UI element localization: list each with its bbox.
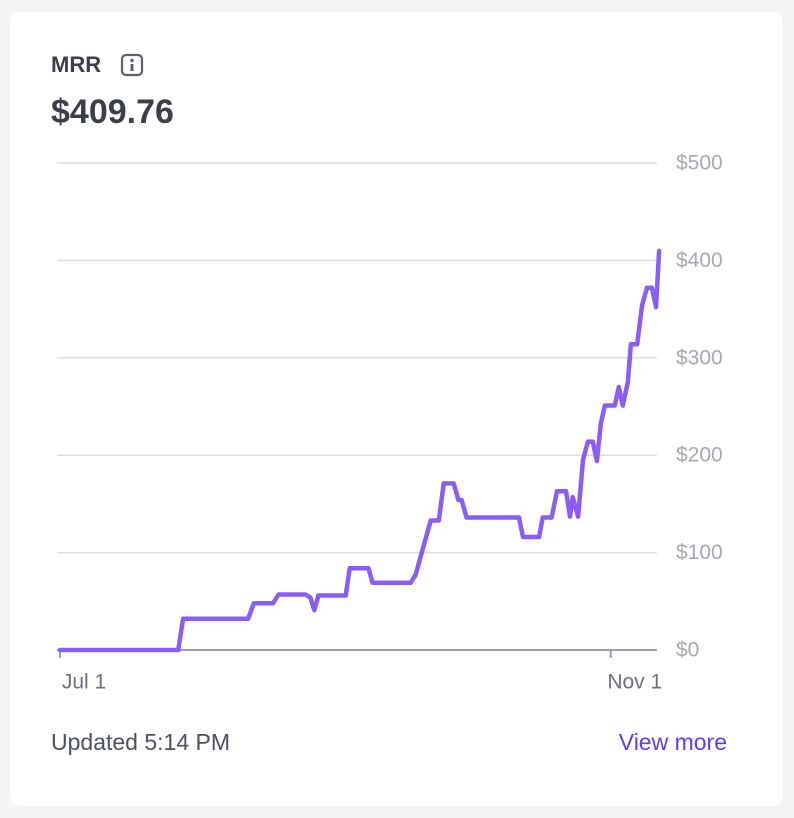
mrr-line: [57, 248, 662, 653]
x-tick-label: Nov 1: [607, 671, 662, 694]
y-tick-label: $300: [676, 346, 723, 369]
card-background: [10, 12, 783, 806]
chart-title: MRR: [51, 52, 101, 77]
y-tick-label: $500: [676, 152, 723, 175]
view-more-link[interactable]: View more: [619, 729, 727, 755]
y-tick-label: $400: [676, 249, 723, 272]
y-tick-label: $200: [676, 444, 723, 467]
plot: $0 $100 $200 $300 $400 $500 Jul 1 Nov 1: [57, 152, 723, 694]
y-tick-label: $0: [676, 639, 699, 662]
mrr-value: $409.76: [51, 93, 174, 131]
info-icon[interactable]: [120, 53, 144, 77]
x-tick-label: Jul 1: [62, 671, 106, 694]
y-tick-label: $100: [676, 541, 723, 564]
updated-text: Updated 5:14 PM: [51, 729, 230, 755]
